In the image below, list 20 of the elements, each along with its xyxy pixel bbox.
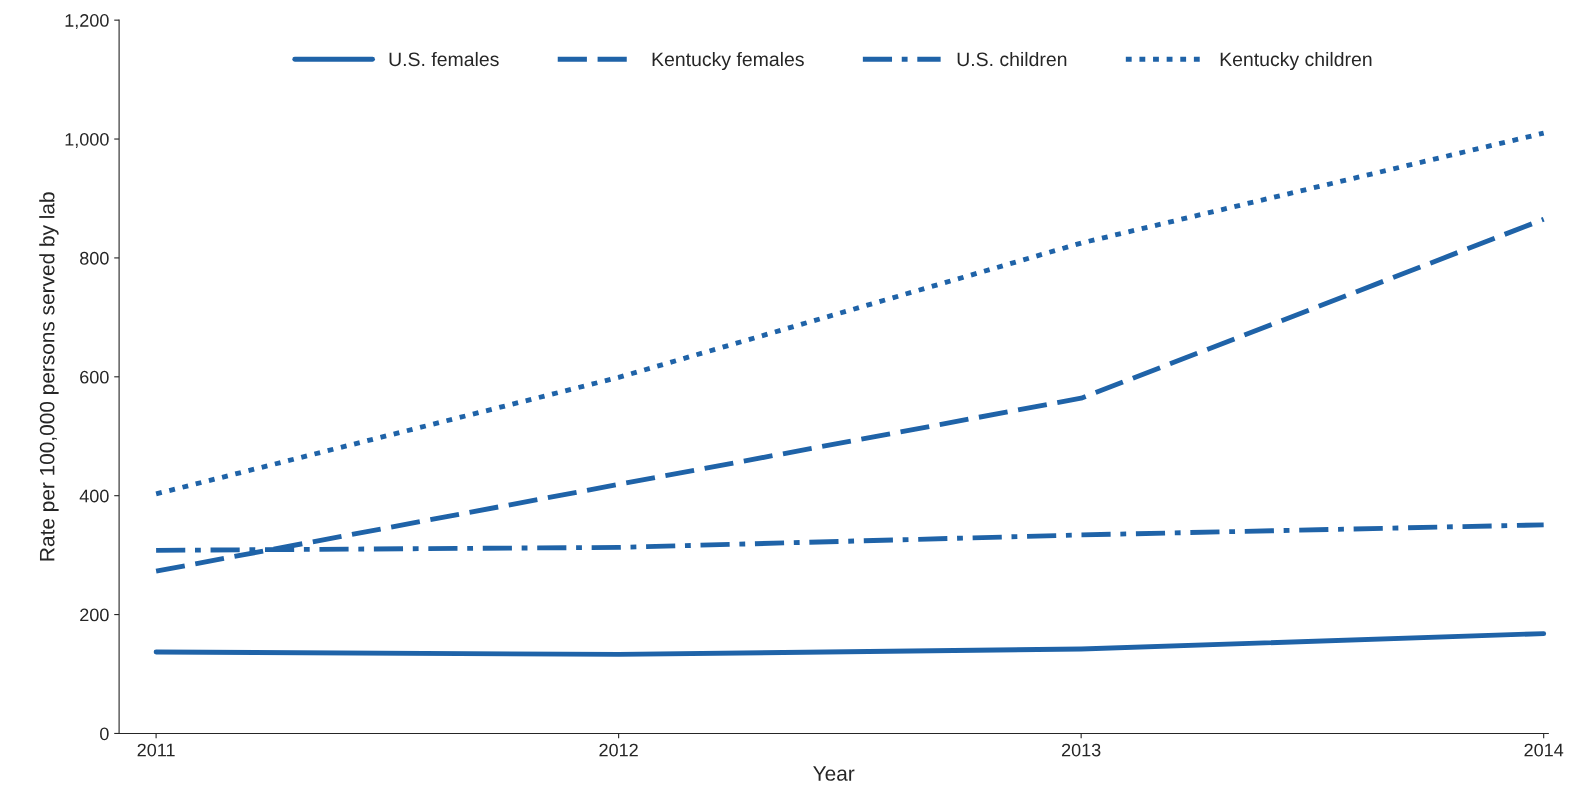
legend-label: U.S. females [389,51,499,67]
y-tick-label: 600 [80,370,109,384]
line-series [153,216,1547,574]
line-series [153,130,1547,497]
y-tick-label: 200 [80,608,109,622]
x-tick-label: 2013 [1061,743,1101,757]
y-tick-label: 1,000 [65,132,109,148]
x-tick-label: 2011 [137,743,175,757]
x-tick-label: 2012 [599,743,638,757]
x-tick-label: 2014 [1524,743,1564,757]
y-tick-label: 400 [79,489,109,503]
y-axis-title: Rate per 100,000 persons served by lab [39,192,59,561]
y-tick-label: 1,200 [65,14,109,29]
y-tick-label: 0 [100,727,109,741]
legend-label: Kentucky children [1220,51,1372,71]
y-tick-label: 800 [80,251,109,265]
line-series [153,631,1547,657]
x-axis-title: Year [813,766,855,781]
legend-label: U.S. children [957,51,1067,67]
legend-label: Kentucky females [652,51,804,71]
